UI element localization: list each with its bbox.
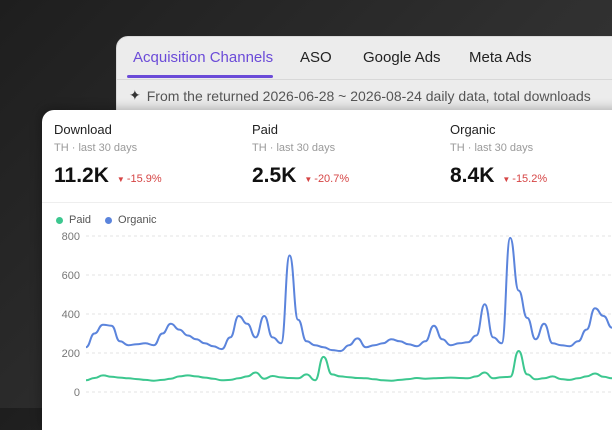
metric-organic[interactable]: Organic TH · last 30 days 8.4K ▼ -15.2% [450, 122, 547, 188]
tab-divider [117, 79, 612, 80]
series-line-organic[interactable] [85, 236, 612, 352]
y-tick-label: 400 [62, 309, 80, 321]
down-arrow-icon: ▼ [304, 175, 313, 184]
active-tab-indicator [127, 75, 273, 78]
metric-download[interactable]: Download TH · last 30 days 11.2K ▼ -15.9% [54, 122, 162, 188]
y-tick-label: 0 [74, 387, 80, 399]
tab-google-ads[interactable]: Google Ads [363, 49, 441, 66]
metric-subtitle: TH · last 30 days [450, 142, 534, 154]
metrics-divider [42, 202, 612, 203]
tab-acquisition-channels[interactable]: Acquisition Channels [133, 49, 274, 66]
sparkle-icon: ✦ [129, 87, 141, 103]
downloads-line-chart: 800 600 400 200 0 [62, 231, 612, 399]
metric-change: ▼ -15.9% [116, 173, 162, 185]
metric-subtitle: TH · last 30 days [54, 142, 138, 154]
metric-value: 2.5K [252, 164, 297, 187]
tab-bar: Acquisition Channels ASO Google Ads Meta… [117, 37, 612, 79]
metric-title: Download [54, 122, 112, 137]
info-line: ✦ From the returned 2026-06-28 ~ 2026-08… [129, 87, 591, 104]
down-arrow-icon: ▼ [116, 175, 125, 184]
organic-legend-dot [105, 216, 113, 224]
download-stats-card: Download TH · last 30 days 11.2K ▼ -15.9%… [42, 110, 612, 430]
metric-paid[interactable]: Paid TH · last 30 days 2.5K ▼ -20.7% [252, 122, 349, 188]
metric-title: Organic [450, 122, 496, 137]
chart-grid: 800 600 400 200 0 [62, 231, 612, 399]
tab-aso[interactable]: ASO [300, 49, 332, 66]
paid-legend-dot [56, 216, 63, 224]
series-line-paid[interactable] [85, 350, 612, 382]
tab-meta-ads[interactable]: Meta Ads [469, 49, 532, 66]
metric-value: 8.4K [450, 164, 495, 187]
y-tick-label: 600 [62, 270, 80, 282]
metric-change: ▼ -15.2% [502, 173, 548, 185]
down-arrow-icon: ▼ [502, 175, 511, 184]
metric-change: ▼ -20.7% [304, 173, 350, 185]
chart-lines [85, 236, 612, 382]
y-tick-label: 200 [62, 348, 80, 360]
info-text: From the returned 2026-06-28 ~ 2026-08-2… [146, 87, 591, 104]
legend-item-paid[interactable]: Paid [56, 214, 91, 226]
metric-subtitle: TH · last 30 days [252, 142, 336, 154]
legend-item-organic[interactable]: Organic [105, 214, 157, 226]
metric-title: Paid [252, 122, 279, 137]
metric-value: 11.2K [54, 164, 109, 187]
y-tick-label: 800 [62, 231, 80, 243]
chart-legend: Paid Organic [56, 214, 157, 226]
